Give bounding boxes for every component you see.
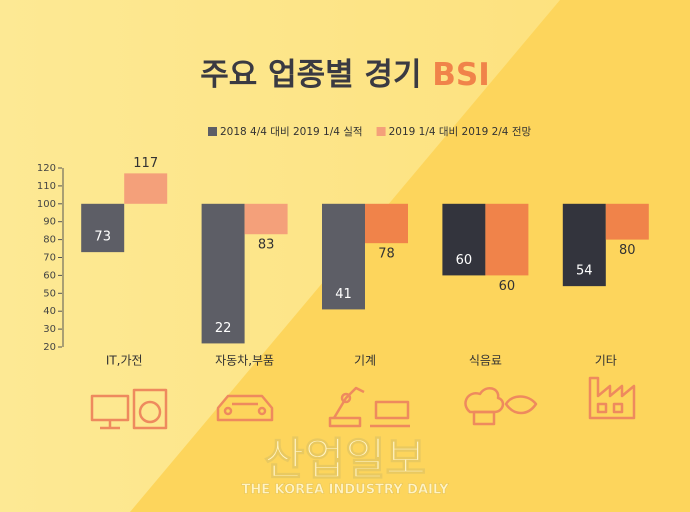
y-tick-label: 100 [37,199,56,210]
icon-machine [328,386,410,428]
y-tick-label: 80 [43,235,56,246]
y-tick-label: 110 [37,181,56,192]
legend-label: 2018 4/4 대비 2019 1/4 실적 [220,126,363,138]
bar [244,203,288,235]
value-label: 22 [215,321,232,336]
y-tick-label: 120 [37,163,56,174]
legend-swatch [376,127,386,136]
icon-food [464,386,538,426]
bar [365,203,408,244]
watermark-sub: THE KOREA INDUSTRY DAILY [241,483,449,498]
value-label: 83 [258,238,275,253]
value-label: 80 [619,243,636,258]
x-tick-label: 식음료 [469,354,502,368]
icon-car [216,394,274,422]
bar [322,203,365,310]
y-tick-label: 90 [43,217,56,228]
y-tick-label: 40 [43,306,56,317]
bar [201,203,245,344]
title-highlight: BSI [432,57,490,93]
value-label: 60 [499,279,516,294]
x-tick-label: 기타 [595,354,617,368]
legend-label: 2019 1/4 대비 2019 2/4 전망 [389,126,532,138]
y-tick-label: 70 [43,253,56,264]
y-tick-label: 60 [43,270,56,281]
legend-swatch [208,127,217,136]
value-label: 41 [335,287,352,302]
value-label: 117 [133,156,158,171]
icon-appliance [90,388,168,430]
y-tick-label: 50 [43,288,56,299]
value-label: 54 [576,264,593,279]
x-tick-label: 기계 [354,354,376,368]
x-tick-label: 자동차,부품 [215,354,274,368]
bar [442,203,486,276]
icon-factory [588,376,636,420]
watermark: 산업일보 [264,434,426,485]
bar [605,203,649,240]
bar [81,203,125,253]
title-text: 주요 업종별 경기 [200,57,421,93]
value-label: 60 [456,253,473,268]
y-tick-label: 30 [43,324,56,335]
x-tick-label: IT,가전 [106,354,143,368]
bar [124,173,168,204]
chart-title: 주요 업종별 경기 BSI [200,57,490,93]
bar [485,203,529,276]
y-tick-label: 20 [43,342,56,353]
value-label: 73 [94,230,111,245]
background-shape [130,0,690,512]
value-label: 78 [378,247,395,262]
icons [90,376,636,430]
bar [562,203,606,287]
